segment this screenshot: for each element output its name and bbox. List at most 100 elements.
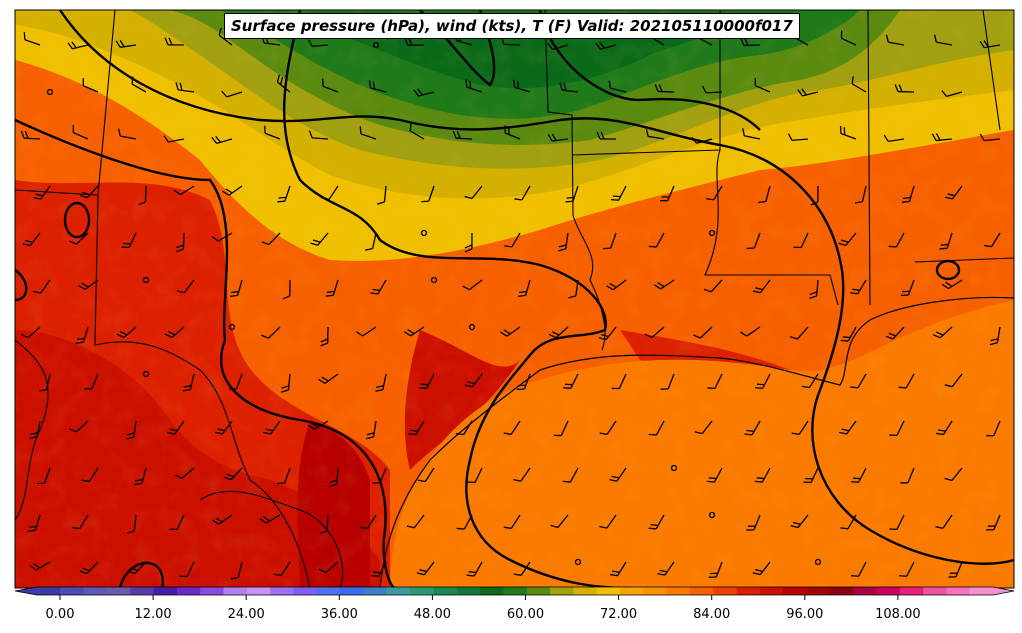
wind-barb: [610, 185, 627, 201]
wind-barb: [503, 420, 521, 436]
temperature-field: [15, 10, 1014, 588]
wind-barb: [850, 373, 867, 389]
wind-barb: [264, 125, 281, 140]
wind-barb: [69, 420, 89, 433]
wind-barb: [941, 90, 963, 98]
wind-barb: [134, 467, 147, 486]
wind-barb: [29, 561, 51, 571]
colorbar-swatch: [806, 587, 831, 595]
wind-barb: [840, 30, 857, 46]
wind-barb: [933, 34, 953, 46]
wind-barb: [944, 185, 963, 200]
colorbar-swatch: [153, 587, 178, 595]
wind-barb: [839, 420, 857, 435]
wind-barb: [182, 373, 195, 392]
colorbar-swatch: [923, 587, 947, 595]
wind-barb: [944, 467, 963, 482]
wind-barb: [467, 467, 483, 484]
wind-barb: [131, 76, 147, 93]
wind-barb: [791, 420, 809, 436]
wind-barb: [694, 420, 713, 435]
wind-barb: [167, 420, 185, 435]
wind-barb: [899, 561, 915, 577]
wind-barb: [261, 232, 281, 246]
colorbar-swatch: [666, 587, 691, 595]
wind-barb: [462, 279, 483, 291]
wind-barb: [514, 185, 531, 201]
wind-barb: [706, 467, 723, 483]
wind-barb: [854, 185, 867, 204]
wind-barb: [653, 279, 675, 290]
wind-barb: [420, 229, 428, 237]
wind-barb: [273, 561, 291, 577]
wind-barb: [174, 467, 195, 479]
wind-barb: [138, 185, 147, 206]
colorbar-swatch: [316, 587, 341, 595]
wind-barb: [223, 467, 243, 481]
wind-barb: [406, 514, 425, 529]
wind-barb: [72, 514, 89, 530]
colorbar-swatch: [456, 587, 481, 595]
wind-barb: [559, 82, 579, 93]
wind-barb: [939, 232, 953, 250]
wind-barb: [173, 185, 195, 196]
wind-barb: [888, 232, 905, 248]
wind-barb: [308, 130, 329, 140]
wind-barb: [221, 90, 243, 98]
wind-barb: [838, 232, 857, 246]
wind-barb: [610, 561, 627, 577]
wind-barb: [22, 232, 41, 247]
wind-barb: [702, 85, 723, 94]
wind-barb: [403, 326, 425, 337]
wind-barb: [889, 420, 905, 437]
wind-barb: [163, 135, 185, 143]
colorbar-swatch: [643, 587, 668, 595]
map-title: Surface pressure (hPa), wind (kts), T (F…: [224, 13, 800, 39]
wind-barb: [839, 125, 857, 140]
wind-barb: [79, 185, 99, 199]
wind-barb: [706, 185, 723, 201]
wind-barb: [413, 88, 435, 97]
wind-barb: [883, 134, 905, 143]
wind-barb: [599, 514, 617, 529]
wind-barb: [416, 561, 435, 576]
colorbar-tick-label: 48.00: [413, 607, 451, 622]
colorbar-tick-label: 0.00: [45, 607, 75, 622]
wind-barb: [465, 79, 483, 93]
wind-barb: [20, 130, 41, 140]
wind-barb: [325, 279, 339, 297]
wind-barb: [318, 373, 339, 384]
wind-barb: [359, 514, 377, 530]
wind-barb: [222, 185, 243, 196]
wind-barb: [790, 514, 809, 529]
wind-barb: [20, 326, 41, 339]
wind-barb: [67, 41, 89, 50]
wind-barb: [599, 420, 617, 435]
colorbar-swatch: [83, 587, 108, 595]
colorbar-swatch: [106, 587, 131, 595]
wind-barb: [504, 232, 521, 248]
wind-barb: [563, 373, 579, 389]
wind-barb: [603, 232, 617, 250]
wind-barb: [898, 373, 915, 389]
colorbar-swatch: [946, 587, 971, 595]
wind-barb: [801, 373, 819, 389]
colorbar-swatch: [829, 587, 854, 595]
colorbar-swatch: [549, 587, 574, 595]
wind-barb: [851, 467, 867, 483]
wind-barb: [371, 561, 387, 577]
wind-barb: [261, 326, 281, 339]
wind-barb: [901, 185, 915, 203]
wind-barb: [126, 514, 137, 534]
wind-barb: [648, 420, 665, 436]
wind-barb: [851, 76, 867, 93]
colorbar-swatch: [433, 587, 458, 595]
colorbar-swatch: [853, 587, 878, 595]
wind-barb: [320, 326, 329, 347]
wind-barb: [46, 88, 54, 96]
colorbar-swatch: [340, 587, 365, 595]
wind-barb: [452, 130, 473, 140]
wind-barb: [368, 80, 387, 93]
wind-barb: [126, 420, 137, 440]
wind-barb: [707, 373, 723, 390]
